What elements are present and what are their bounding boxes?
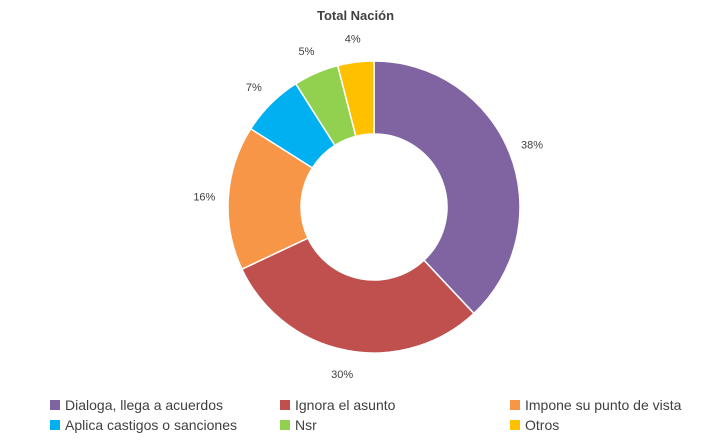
legend-label: Impone su punto de vista xyxy=(525,397,682,413)
legend-item-nsr: Nsr xyxy=(280,416,317,434)
legend-swatch xyxy=(510,420,520,430)
data-label-aplica-castigos-o-sanciones: 7% xyxy=(246,82,262,94)
legend-item-impone-su-punto-de-vista: Impone su punto de vista xyxy=(510,396,681,414)
slice-dialoga-llega-a-acuerdos xyxy=(373,60,521,315)
data-label-ignora-el-asunto: 30% xyxy=(331,369,353,381)
legend-item-otros: Otros xyxy=(510,416,559,434)
legend-item-ignora-el-asunto: Ignora el asunto xyxy=(280,396,395,414)
chart-title: Total Nación xyxy=(316,8,395,23)
legend-swatch xyxy=(510,400,520,410)
legend-label: Dialoga, llega a acuerdos xyxy=(65,397,223,413)
legend-label: Nsr xyxy=(295,417,317,433)
legend-item-aplica-castigos-o-sanciones: Aplica castigos o sanciones xyxy=(50,416,237,434)
data-label-dialoga-llega-a-acuerdos: 38% xyxy=(521,139,543,151)
legend-label: Otros xyxy=(525,417,560,433)
legend-item-dialoga-llega-a-acuerdos: Dialoga, llega a acuerdos xyxy=(50,396,223,414)
legend-swatch xyxy=(50,420,60,430)
legend-swatch xyxy=(50,400,60,410)
slice-otros xyxy=(336,60,375,138)
data-label-impone-su-punto-de-vista: 16% xyxy=(193,191,215,203)
slice-ignora-el-asunto xyxy=(240,237,476,354)
legend-swatch xyxy=(280,420,290,430)
donut-plot: 38% 30% 16% 7% 5% 4% xyxy=(193,33,543,381)
legend-swatch xyxy=(280,400,290,410)
data-label-otros: 4% xyxy=(345,33,361,45)
legend-label: Ignora el asunto xyxy=(295,397,396,413)
legend-label: Aplica castigos o sanciones xyxy=(65,417,237,433)
data-label-nsr: 5% xyxy=(299,46,315,58)
